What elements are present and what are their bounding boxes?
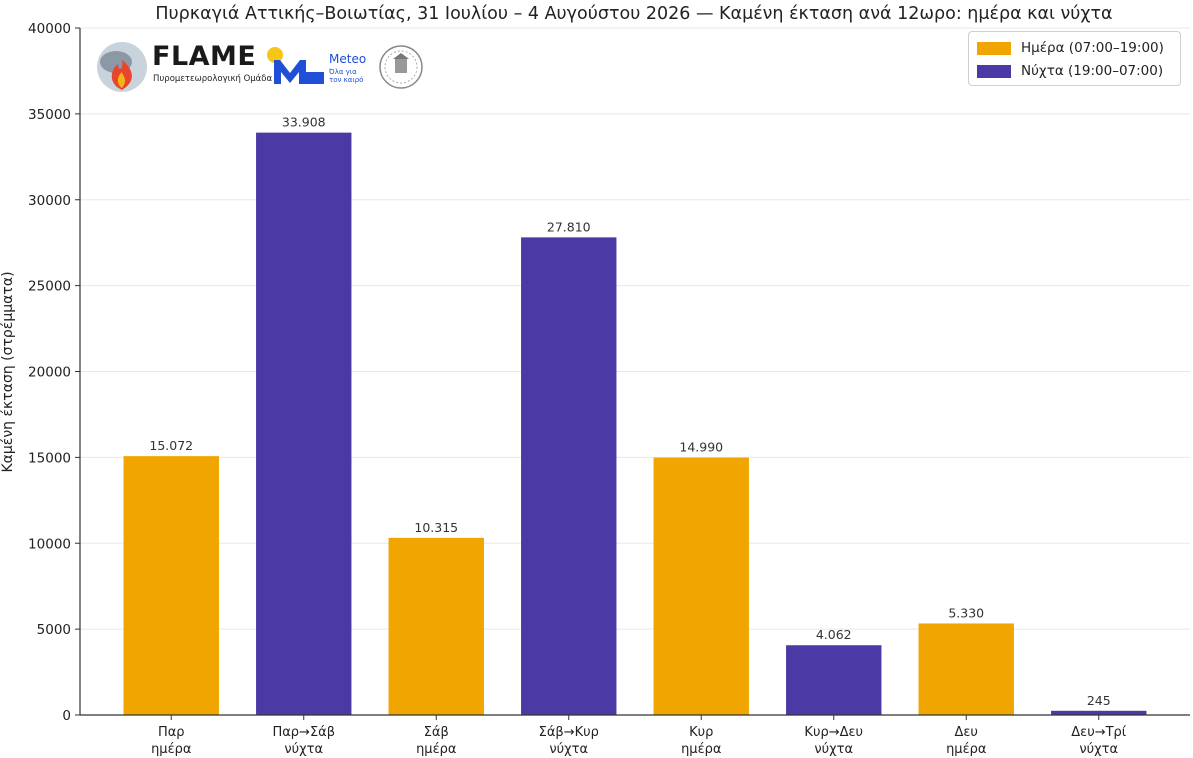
x-tick-label: Παρ — [158, 725, 185, 740]
y-tick-label: 10000 — [28, 536, 71, 552]
x-tick-label: Δευ — [955, 725, 978, 740]
flame-logo-title: FLAME — [152, 41, 257, 72]
bar-value-label: 14.990 — [679, 440, 723, 455]
meteo-logo-title: Meteo — [329, 52, 367, 66]
bar-day — [918, 623, 1014, 715]
bar-value-label: 245 — [1087, 693, 1111, 708]
y-tick-label: 15000 — [28, 450, 71, 466]
y-tick-label: 35000 — [28, 107, 71, 123]
legend-label-day: Ημέρα (07:00–19:00) — [1021, 40, 1164, 56]
x-tick-label: Παρ→Σάβ — [272, 725, 335, 740]
x-tick-label: Σάβ — [424, 725, 449, 740]
x-tick-label: Κυρ — [689, 725, 713, 740]
bar-value-label: 4.062 — [816, 627, 852, 642]
y-tick-label: 0 — [62, 708, 71, 724]
bar-day — [123, 456, 219, 715]
university-seal-icon — [379, 45, 423, 89]
x-tick-label: νύχτα — [1079, 742, 1118, 757]
axes — [75, 27, 1190, 720]
bar-night — [521, 237, 617, 715]
labels: 0 5000 10000 15000 20000 25000 30000 35000 40000… — [28, 21, 1127, 757]
logo-strip: FLAME Πυρομετεωρολογική Ομάδα Meteo Όλα … — [96, 40, 436, 96]
flame-logo-subtitle: Πυρομετεωρολογική Ομάδα — [153, 74, 273, 84]
bar-value-label: 33.908 — [282, 115, 326, 130]
bar-night — [256, 132, 352, 715]
bar-value-label: 10.315 — [414, 520, 458, 535]
x-tick-label: νύχτα — [814, 742, 853, 757]
y-tick-label: 30000 — [28, 193, 71, 209]
bar-day — [653, 457, 749, 715]
legend-label-night: Νύχτα (19:00–07:00) — [1021, 63, 1164, 79]
x-tick-label: Σάβ→Κυρ — [539, 725, 599, 740]
x-tick-label: Δευ→Τρί — [1071, 725, 1127, 740]
x-tick-label: ημέρα — [946, 742, 986, 757]
bar-day — [388, 537, 484, 715]
grid-lines — [80, 27, 1190, 630]
legend-item-day: Ημέρα (07:00–19:00) — [977, 38, 1164, 58]
flame-logo-icon — [97, 42, 147, 92]
meteo-logo-subtitle: Όλα για τον καιρό — [329, 68, 364, 84]
bars — [123, 132, 1147, 715]
bar-night — [786, 645, 882, 715]
y-tick-label: 40000 — [28, 21, 71, 37]
chart-title: Πυρκαγιά Αττικής–Βοιωτίας, 31 Ιουλίου – … — [155, 4, 1112, 24]
x-tick-label: ημέρα — [151, 742, 191, 757]
meteo-logo-icon — [267, 47, 324, 84]
bar-value-label: 15.072 — [149, 438, 193, 453]
bar-night — [1051, 710, 1147, 715]
x-tick-label: ημέρα — [416, 742, 456, 757]
legend-swatch-night — [977, 64, 1011, 78]
x-tick-label: ημέρα — [681, 742, 721, 757]
bar-value-label: 5.330 — [948, 605, 984, 620]
x-tick-label: νύχτα — [549, 742, 588, 757]
y-tick-label: 5000 — [37, 622, 71, 638]
bar-value-label: 27.810 — [547, 219, 591, 234]
y-tick-label: 20000 — [28, 365, 71, 381]
y-tick-label: 25000 — [28, 279, 71, 295]
x-tick-label: νύχτα — [284, 742, 323, 757]
legend: Ημέρα (07:00–19:00) Νύχτα (19:00–07:00) — [968, 31, 1181, 86]
y-axis-label: Καμένη έκταση (στρέμματα) — [0, 271, 16, 472]
legend-swatch-day — [977, 41, 1011, 55]
x-tick-label: Κυρ→Δευ — [804, 725, 863, 740]
legend-item-night: Νύχτα (19:00–07:00) — [977, 61, 1163, 81]
